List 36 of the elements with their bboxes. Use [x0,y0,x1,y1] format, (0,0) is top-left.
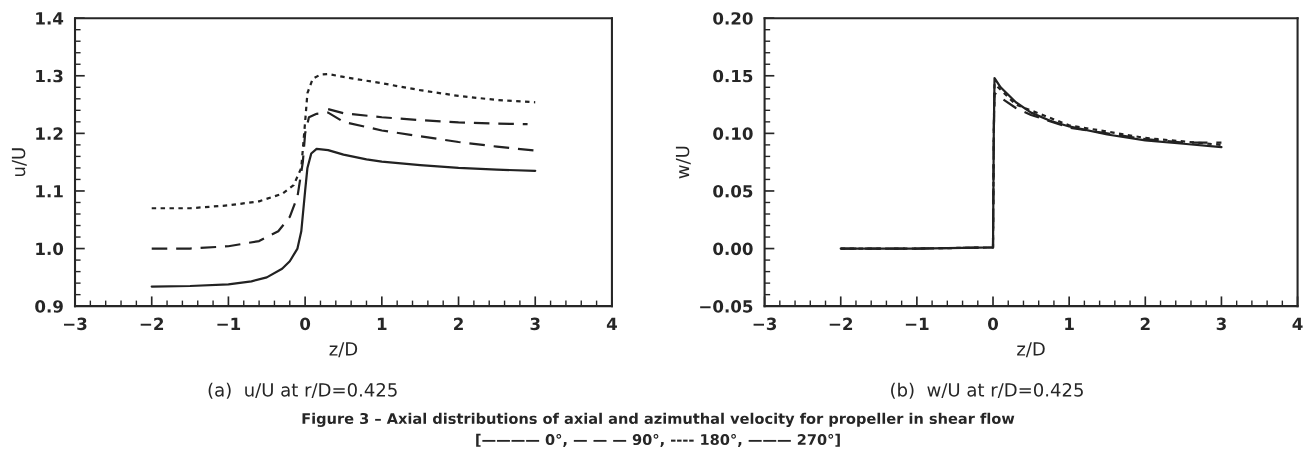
y-tick-label: 0.9 [35,300,63,313]
y-tick-label: −0.05 [700,300,753,313]
text: (a) u/U at r/D=0.425 [208,382,397,399]
x-tick-label: 3 [530,317,540,331]
x-tick-label: 2 [454,317,463,330]
x-tick-label: 1 [1065,317,1074,330]
text: (b) w/U at r/D=0.425 [891,382,1083,399]
x-tick-label: −3 [753,317,777,331]
y-axis-title: w/U [675,146,691,179]
x-tick-label: −1 [217,317,241,330]
x-tick-label: 1 [377,317,387,330]
y-tick-label: 0.00 [713,242,753,256]
caption: Figure 3 – Axial distributions of axial and azimuthal velocity for propeller in shear flow [302,412,1015,427]
x-tick-label: −2 [829,317,853,330]
y-tick-label: 0.10 [713,127,753,140]
y-tick-label: 1.3 [36,69,63,83]
y-tick-label: 0.15 [713,69,753,83]
y-tick-label: 1.1 [36,185,63,198]
x-axis-title: z/D [329,342,358,358]
y-axis-title: u/U [11,148,27,176]
x-tick-label: 4 [606,317,617,330]
y-tick-label: 0.20 [713,12,753,25]
x-tick-label: −2 [140,317,164,330]
x-tick-label: −1 [905,317,929,330]
x-axis-title: z/D [1017,342,1045,358]
x-tick-label: 4 [1292,317,1303,330]
x-tick-label: 2 [1140,317,1150,330]
y-tick-label: 1.2 [36,127,63,140]
y-tick-label: 1.4 [36,12,64,25]
x-tick-label: −3 [64,317,87,331]
y-tick-label: 1.0 [36,242,64,256]
text: [———— 0°, — — — 90°, ---- 180°, ——— 270°] [476,433,840,447]
x-tick-label: 0 [988,317,999,331]
x-tick-label: 0 [300,317,311,331]
y-tick-label: 0.05 [713,184,753,198]
x-tick-label: 3 [1216,317,1226,331]
